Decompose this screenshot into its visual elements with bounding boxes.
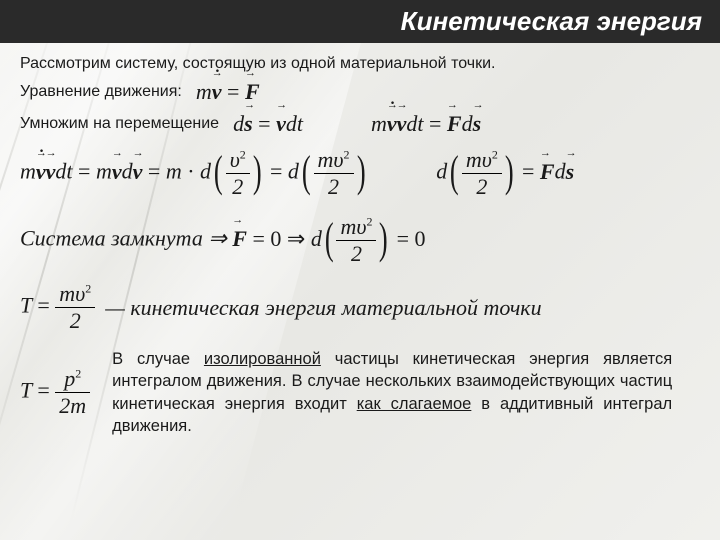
slide-title: Кинетическая энергия: [0, 0, 720, 43]
eq-chain: mvvdt = mvdv = m · d(υ22) = d(mυ22): [20, 147, 368, 200]
slide-content: Рассмотрим систему, состоящую из одной м…: [0, 43, 720, 445]
kinetic-energy-def: T = mυ22 — кинетическая энергия материал…: [20, 281, 700, 334]
eq-rhs2: d(mυ22) = Fds: [436, 147, 574, 200]
eq-T-p: T = p22m: [20, 366, 90, 419]
closed-system-line: Система замкнута ⇒ F = 0 ⇒ d(mυ22) = 0: [20, 214, 700, 267]
multiply-label: Умножим на перемещение: [20, 115, 219, 133]
equation-label: Уравнение движения:: [20, 83, 182, 101]
eq-ds: ds = vdt: [233, 111, 303, 137]
intro-text: Рассмотрим систему, состоящую из одной м…: [20, 55, 700, 73]
body-paragraph: В случае изолированной частицы кинетичес…: [112, 348, 672, 437]
eq-rhs1: mvvdt = Fds: [371, 111, 481, 137]
